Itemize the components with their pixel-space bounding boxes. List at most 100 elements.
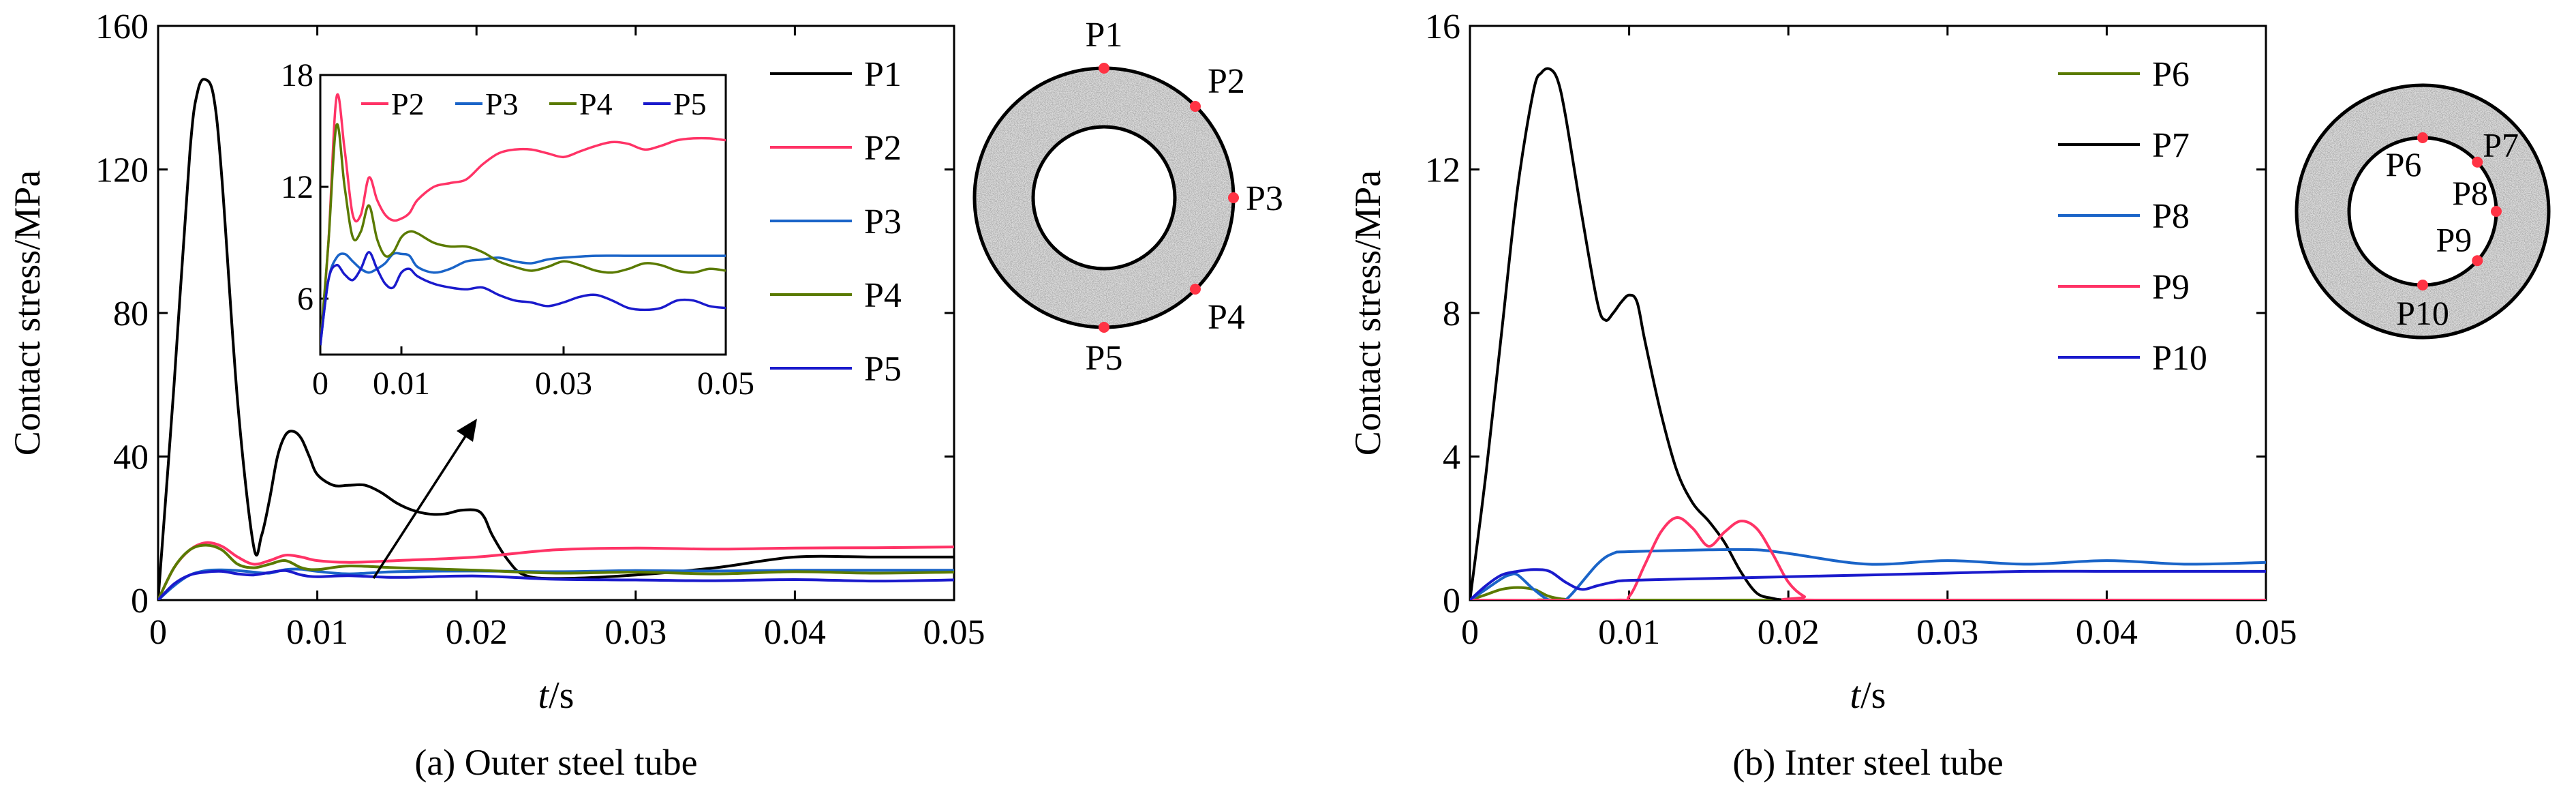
inset-legend-label-p5: P5 [673, 87, 707, 121]
legend-label-p6: P6 [2152, 55, 2190, 94]
series-line-p4 [158, 543, 954, 600]
measure-point-label-p6: P6 [2386, 145, 2422, 183]
a-ytick-label: 160 [95, 8, 149, 46]
measure-point-dot-p1 [1099, 63, 1109, 74]
measure-point-dot-p10 [2417, 280, 2428, 290]
legend-label-p7: P7 [2152, 126, 2190, 165]
series-line-p3 [320, 252, 726, 346]
inset-series-group [320, 93, 726, 346]
inset-legend-label-p4: P4 [579, 87, 613, 121]
series-line-p10 [1470, 568, 2266, 600]
a-xtick-label: 0.05 [923, 613, 985, 652]
x-axis-label: t/s [538, 674, 574, 717]
b-xtick-label: 0.02 [1758, 613, 1820, 652]
a-ytick-label: 80 [113, 295, 149, 333]
inset-ytick-label: 18 [281, 57, 313, 93]
legend-label-p3: P3 [864, 203, 902, 241]
inset-xtick-label: 0.01 [373, 365, 430, 402]
inset-ytick-label: 6 [297, 281, 313, 317]
b-ytick-label: 12 [1425, 151, 1460, 190]
legend-label-p2: P2 [864, 129, 902, 168]
legend-label-p5: P5 [864, 350, 902, 389]
measure-point-label-p1: P1 [1086, 16, 1123, 55]
measure-point-label-p10: P10 [2396, 294, 2449, 332]
legend-label-p8: P8 [2152, 197, 2190, 236]
b-ytick-label: 16 [1425, 8, 1460, 46]
series-line-p8 [1470, 548, 2266, 600]
cross-section-inner: P6 P7 P8 P9 P10 [2295, 83, 2551, 340]
inset-ytick-label: 12 [281, 169, 313, 205]
a-ytick-label: 40 [113, 438, 149, 477]
series-line-p2 [158, 541, 954, 600]
measure-point-dot-p8 [2491, 206, 2502, 217]
a-ytick-label: 120 [95, 151, 149, 190]
inset-plot: 6 12 18 0 0.01 0.03 0.05 P2 P3 P4 P5 [281, 57, 754, 402]
a-xtick-label: 0 [149, 613, 167, 652]
measure-point-dot-p5 [1099, 322, 1109, 333]
measure-point-dot-p7 [2472, 156, 2483, 168]
measure-points: P6 P7 P8 P9 P10 [2386, 126, 2519, 332]
legend: P6 P7 P8 P9 P10 [2058, 55, 2207, 378]
x-axis-ticks: 0 0.01 0.02 0.03 0.04 0.05 [1461, 26, 2297, 652]
series-line-p7 [1470, 67, 2266, 600]
b-xtick-label: 0.04 [2076, 613, 2138, 652]
series-group [158, 78, 954, 600]
a-xtick-label: 0.01 [286, 613, 348, 652]
series-line-p3 [158, 567, 954, 600]
measure-point-dot-p2 [1190, 101, 1201, 112]
inset-ticks: 6 12 18 0 0.01 0.03 0.05 [281, 57, 754, 402]
measure-point-dot-p9 [2472, 255, 2483, 267]
inset-legend-label-p2: P2 [391, 87, 425, 121]
measure-point-label-p3: P3 [1246, 179, 1283, 218]
a-xtick-label: 0.02 [446, 613, 508, 652]
measure-point-label-p5: P5 [1086, 339, 1123, 378]
measure-point-dot-p4 [1190, 284, 1201, 295]
inset-xtick-label: 0.03 [535, 365, 592, 402]
series-line-p6 [1470, 586, 2266, 600]
measure-points: P1 P2 P3 P4 P5 [1086, 16, 1283, 378]
cross-section-outer: P1 P2 P3 P4 P5 [972, 16, 1283, 378]
a-ytick-label: 0 [131, 582, 149, 621]
series-line-p2 [320, 93, 726, 346]
inset-legend: P2 P3 P4 P5 [361, 87, 707, 121]
a-xtick-label: 0.04 [764, 613, 826, 652]
measure-point-label-p2: P2 [1208, 62, 1245, 101]
b-ytick-label: 0 [1443, 582, 1460, 621]
legend-label-p10: P10 [2152, 339, 2207, 378]
plot-frame [1469, 25, 2267, 601]
legend: P1 P2 P3 P4 P5 [770, 55, 902, 389]
a-xtick-label: 0.03 [604, 613, 666, 652]
series-line-p9 [1470, 516, 2266, 600]
x-axis-label: t/s [1850, 674, 1886, 717]
inset-legend-label-p3: P3 [485, 87, 519, 121]
measure-point-label-p9: P9 [2436, 220, 2472, 258]
legend-label-p1: P1 [864, 55, 902, 94]
series-line-p4 [320, 123, 726, 346]
inset-xtick-label: 0.05 [697, 365, 754, 402]
inset-xtick-label: 0 [312, 365, 328, 402]
measure-point-label-p4: P4 [1208, 298, 1245, 337]
panel-b-inter-steel-tube: 0 4 8 12 16 0 0.01 0.02 0.03 0.04 0.05 Contact st… [1347, 8, 2551, 783]
panel-caption: (a) Outer steel tube [414, 742, 697, 783]
series-group [1470, 67, 2266, 600]
measure-point-dot-p3 [1228, 192, 1239, 203]
panel-caption: (b) Inter steel tube [1732, 742, 2003, 783]
x-axis-ticks: 0 0.01 0.02 0.03 0.04 0.05 [149, 26, 985, 652]
y-axis-ticks: 0 4 8 12 16 [1425, 8, 2266, 621]
zoom-arrow [372, 419, 477, 579]
measure-point-label-p7: P7 [2483, 126, 2519, 164]
b-ytick-label: 8 [1443, 295, 1460, 333]
b-xtick-label: 0.01 [1598, 613, 1660, 652]
b-xtick-label: 0.03 [1916, 613, 1978, 652]
b-ytick-label: 4 [1443, 438, 1460, 477]
y-axis-label: Contact stress/MPa [7, 170, 48, 456]
y-axis-label: Contact stress/MPa [1347, 170, 1388, 456]
series-line-p5 [320, 250, 726, 346]
legend-label-p9: P9 [2152, 268, 2190, 307]
measure-point-label-p8: P8 [2452, 174, 2488, 212]
measure-point-dot-p6 [2417, 132, 2428, 143]
b-xtick-label: 0 [1461, 613, 1479, 652]
